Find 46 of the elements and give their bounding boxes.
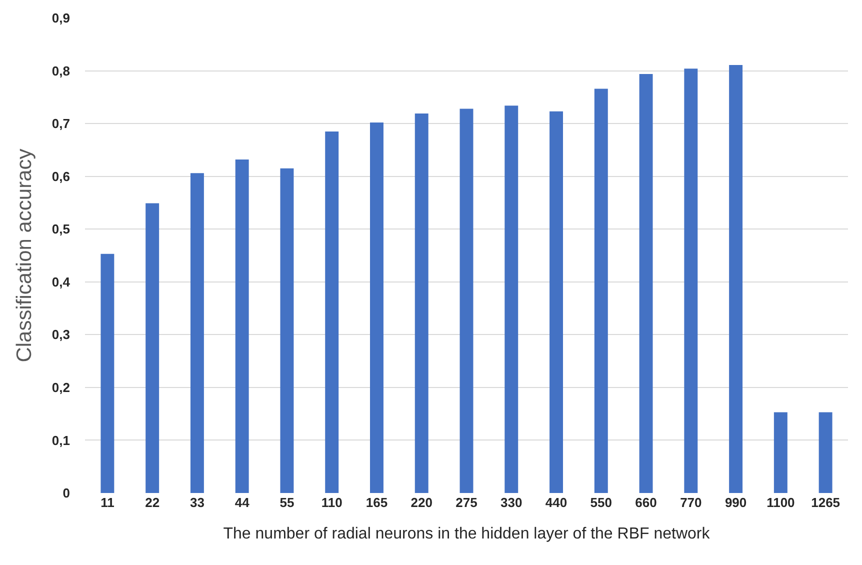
bar <box>190 173 204 493</box>
x-tick-label: 110 <box>321 495 342 510</box>
x-tick-label: 550 <box>590 495 612 510</box>
bar <box>325 131 339 493</box>
bar <box>235 159 249 493</box>
x-tick-label: 770 <box>680 495 702 510</box>
x-tick-label: 55 <box>280 495 294 510</box>
x-tick-label: 990 <box>724 495 747 510</box>
y-tick-label: 0,2 <box>52 380 70 395</box>
bar <box>729 64 743 493</box>
bar <box>774 412 788 493</box>
bar <box>504 106 518 493</box>
y-tick-label: 0,4 <box>52 274 71 290</box>
y-tick-label: 0,9 <box>52 10 70 26</box>
bar <box>100 254 114 493</box>
x-tick-label: 33 <box>190 495 204 510</box>
bar <box>414 114 428 493</box>
x-tick-label: 1100 <box>766 495 795 510</box>
x-tick-label: 440 <box>545 495 568 510</box>
y-tick-label: 0,5 <box>52 222 70 237</box>
y-tick-label: 0,8 <box>52 63 70 78</box>
x-tick-label: 330 <box>500 495 522 510</box>
x-tick-label: 220 <box>410 495 432 510</box>
y-tick-label: 0,6 <box>52 168 70 184</box>
x-tick-label: 165 <box>366 495 388 510</box>
x-tick-label: 275 <box>456 495 478 510</box>
y-tick-label: 0,3 <box>52 327 70 342</box>
x-tick-label: 22 <box>145 495 160 510</box>
bar <box>684 68 698 493</box>
bar <box>550 111 563 493</box>
x-tick-label: 11 <box>100 495 114 510</box>
bar <box>639 74 653 493</box>
x-tick-label: 44 <box>234 495 250 510</box>
bar <box>594 88 608 493</box>
bar <box>818 412 832 493</box>
x-tick-label: 660 <box>635 495 657 510</box>
y-tick-label: 0 <box>62 486 70 501</box>
bar <box>370 122 384 493</box>
bar <box>146 203 160 493</box>
y-axis-title: Classification accuracy <box>13 148 36 362</box>
y-tick-label: 0,7 <box>52 116 70 132</box>
y-tick-label: 0,1 <box>52 432 70 448</box>
x-tick-label: 1265 <box>811 495 840 510</box>
bar <box>460 108 474 493</box>
bar <box>280 168 294 493</box>
x-axis-title: The number of radial neurons in the hidden layer of the RBF network <box>223 526 711 543</box>
